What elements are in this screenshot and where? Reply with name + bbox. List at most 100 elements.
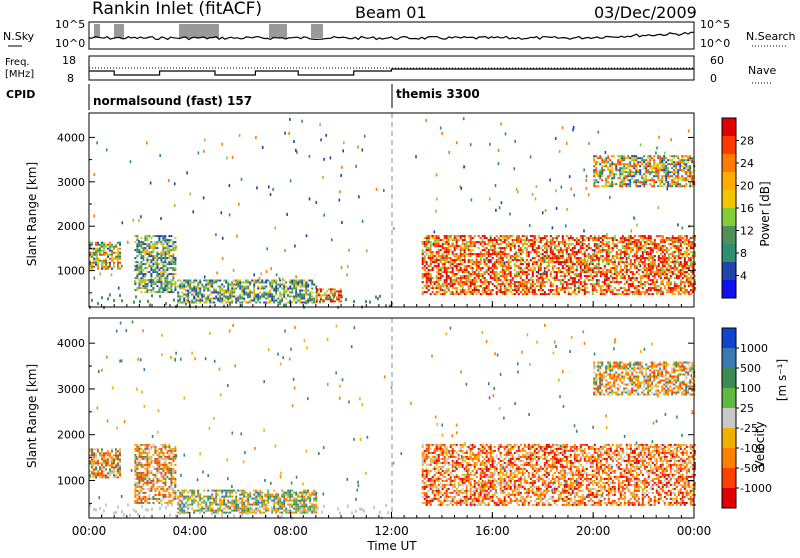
power-echo-cell: [626, 269, 628, 271]
power-echo-cell: [508, 253, 510, 255]
power-echo-cell: [649, 157, 651, 159]
power-echo-cell: [243, 292, 245, 294]
power-echo-cell: [570, 261, 572, 263]
power-echo-cell: [524, 243, 526, 245]
velocity-echo-cell: [140, 498, 142, 500]
power-echo-cell: [672, 235, 674, 237]
power-echo-cell: [219, 280, 221, 282]
power-echo-cell: [265, 294, 267, 296]
power-echo-cell: [636, 255, 638, 257]
velocity-echo-cell: [107, 450, 109, 452]
power-echo-cell: [95, 244, 97, 246]
power-echo-cell: [291, 288, 293, 290]
power-echo-cell: [134, 257, 136, 259]
velocity-echo-cell: [152, 498, 154, 500]
velocity-echo-cell: [142, 484, 144, 486]
power-echo-cell: [520, 253, 522, 255]
velocity-echo-cell: [144, 500, 146, 502]
velocity-echo-cell: [97, 450, 99, 452]
power-echo-cell: [160, 279, 162, 281]
power-echo-cell: [652, 263, 654, 265]
power-echo-cell: [243, 288, 245, 290]
power-echo-cell: [211, 302, 213, 304]
power-scatter-cell: [655, 151, 657, 154]
power-echo-cell: [636, 253, 638, 255]
power-echo-cell: [510, 287, 512, 289]
velocity-echo-cell: [150, 446, 152, 448]
power-echo-cell: [103, 260, 105, 262]
power-echo-cell: [658, 291, 660, 293]
power-echo-cell: [542, 285, 544, 287]
power-echo-cell: [540, 289, 542, 291]
power-echo-cell: [215, 296, 217, 298]
power-echo-cell: [107, 254, 109, 256]
power-echo-cell: [105, 252, 107, 254]
power-echo-cell: [458, 277, 460, 279]
power-echo-cell: [683, 163, 685, 165]
power-echo-cell: [227, 302, 229, 304]
power-echo-cell: [598, 243, 600, 245]
power-echo-cell: [191, 302, 193, 304]
power-echo-cell: [684, 291, 686, 293]
power-echo-cell: [101, 268, 103, 270]
power-echo-cell: [603, 165, 605, 167]
power-echo-cell: [271, 300, 273, 302]
power-echo-cell: [261, 296, 263, 298]
power-scatter-cell: [536, 185, 538, 188]
power-echo-cell: [448, 277, 450, 279]
power-echo-cell: [676, 245, 678, 247]
power-echo-cell: [626, 237, 628, 239]
power-echo-cell: [474, 271, 476, 273]
power-echo-cell: [187, 294, 189, 296]
power-echo-cell: [520, 283, 522, 285]
power-echo-cell: [482, 283, 484, 285]
power-echo-cell: [273, 296, 275, 298]
velocity-echo-cell: [99, 452, 101, 454]
power-echo-cell: [247, 292, 249, 294]
power-echo-cell: [506, 275, 508, 277]
power-echo-cell: [504, 285, 506, 287]
power-echo-cell: [634, 267, 636, 269]
power-echo-cell: [444, 291, 446, 293]
velocity-echo-cell: [117, 468, 119, 470]
power-echo-cell: [494, 247, 496, 249]
power-echo-cell: [644, 257, 646, 259]
velocity-echo-cell: [146, 480, 148, 482]
power-echo-cell: [428, 235, 430, 237]
power-echo-cell: [227, 292, 229, 294]
power-echo-cell: [148, 247, 150, 249]
power-echo-cell: [540, 285, 542, 287]
power-echo-cell: [520, 251, 522, 253]
power-echo-cell: [295, 302, 297, 304]
velocity-echo-cell: [138, 472, 140, 474]
power-echo-cell: [676, 277, 678, 279]
power-echo-cell: [518, 239, 520, 241]
power-echo-cell: [610, 275, 612, 277]
power-echo-cell: [428, 265, 430, 267]
power-echo-cell: [661, 159, 663, 161]
power-echo-cell: [448, 245, 450, 247]
power-echo-cell: [158, 279, 160, 281]
power-echo-cell: [241, 292, 243, 294]
power-scatter-cell: [658, 206, 660, 209]
power-echo-cell: [538, 251, 540, 253]
velocity-echo-cell: [134, 464, 136, 466]
power-echo-cell: [576, 281, 578, 283]
power-echo-cell: [654, 275, 656, 277]
power-echo-cell: [624, 267, 626, 269]
velocity-echo-cell: [101, 450, 103, 452]
power-echo-cell: [640, 291, 642, 293]
velocity-echo-cell: [140, 464, 142, 466]
power-echo-cell: [601, 169, 603, 171]
power-echo-cell: [494, 271, 496, 273]
power-echo-cell: [570, 283, 572, 285]
power-echo-cell: [546, 243, 548, 245]
power-echo-cell: [566, 281, 568, 283]
power-echo-cell: [442, 263, 444, 265]
power-echo-cell: [599, 173, 601, 175]
power-echo-cell: [560, 279, 562, 281]
power-echo-cell: [566, 247, 568, 249]
power-echo-cell: [578, 257, 580, 259]
power-echo-cell: [689, 175, 691, 177]
power-echo-cell: [631, 177, 633, 179]
